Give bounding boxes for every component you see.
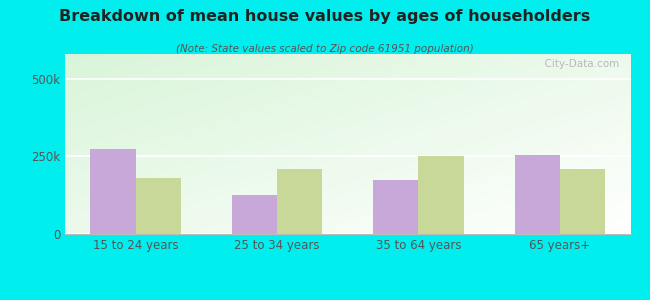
Bar	[560, 169, 605, 234]
Bar	[419, 156, 463, 234]
Legend: Zip code 61951, Illinois: Zip code 61951, Illinois	[241, 299, 454, 300]
Text: City-Data.com: City-Data.com	[538, 59, 619, 69]
Bar	[232, 195, 277, 234]
Text: Breakdown of mean house values by ages of householders: Breakdown of mean house values by ages o…	[59, 9, 591, 24]
Bar	[373, 180, 419, 234]
Bar	[515, 155, 560, 234]
Text: (Note: State values scaled to Zip code 61951 population): (Note: State values scaled to Zip code 6…	[176, 44, 474, 53]
Bar	[136, 178, 181, 234]
Bar	[90, 149, 136, 234]
Bar	[277, 169, 322, 234]
